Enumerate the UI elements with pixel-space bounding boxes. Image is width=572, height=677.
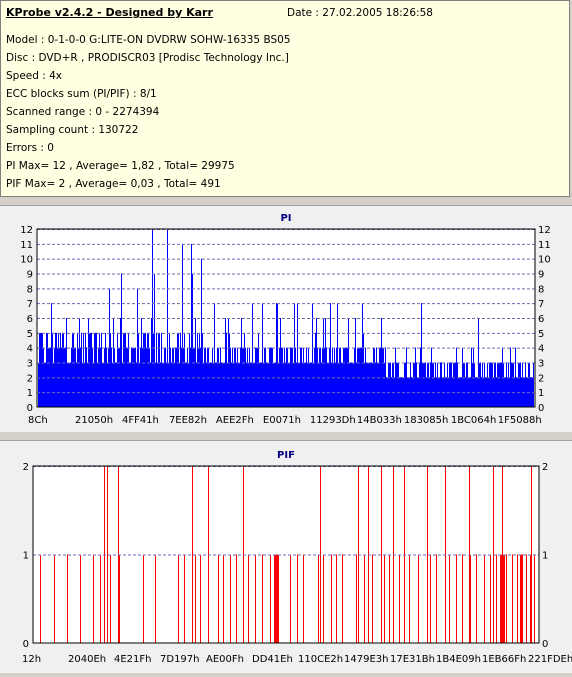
- info-disc: Disc : DVD+R , PRODISCR03 [Prodisc Techn…: [6, 52, 289, 64]
- y-tick-label-left: 12: [20, 225, 33, 236]
- y-tick-label-left: 2: [27, 373, 33, 384]
- x-tick-label: 4FF41h: [122, 415, 159, 426]
- x-tick-label: 21050h: [75, 415, 113, 426]
- x-tick-label: 183085h: [404, 415, 449, 426]
- info-pi-stats: PI Max= 12 , Average= 1,82 , Total= 2997…: [6, 160, 235, 172]
- y-tick-label-left: 5: [27, 329, 33, 340]
- x-tick-label: 17E31Bh: [390, 654, 435, 665]
- info-sampling: Sampling count : 130722: [6, 124, 139, 136]
- y-tick-label-right: 9: [538, 270, 544, 281]
- y-tick-label-left: 8: [27, 284, 33, 295]
- x-tick-label: 110CE2h: [298, 654, 343, 665]
- y-tick-label-right: 3: [538, 359, 544, 370]
- app-title: KProbe v2.4.2 - Designed by Karr: [6, 6, 213, 19]
- y-tick-label-left: 0: [23, 639, 29, 650]
- x-tick-label: 1BC064h: [451, 415, 496, 426]
- x-tick-label: 8Ch: [28, 415, 48, 426]
- y-tick-label-right: 0: [542, 639, 548, 650]
- x-tick-label: 1F5088h: [498, 415, 542, 426]
- info-panel: KProbe v2.4.2 - Designed by Karr Date : …: [0, 0, 570, 197]
- chart-title: PIF: [277, 450, 295, 461]
- x-tick-label: AEE2Fh: [216, 415, 254, 426]
- pif-chart-panel: PIF 0 0 1 1 2 2 12h 2040Eh 4E21Fh 7D197h AE00Fh DD41…: [0, 440, 572, 673]
- x-tick-label: 7D197h: [160, 654, 200, 665]
- scan-date: Date : 27.02.2005 18:26:58: [287, 7, 433, 19]
- y-tick-label-right: 2: [542, 462, 548, 473]
- y-tick-label-left: 10: [20, 255, 33, 266]
- y-tick-label-right: 7: [538, 299, 544, 310]
- y-tick-label-left: 2: [23, 462, 29, 473]
- y-tick-label-left: 7: [27, 299, 33, 310]
- chart-title: PI: [280, 213, 291, 224]
- info-ecc: ECC blocks sum (PI/PIF) : 8/1: [6, 88, 157, 100]
- x-tick-label: 2040Eh: [68, 654, 106, 665]
- y-tick-label-left: 4: [27, 344, 33, 355]
- x-tick-label: DD41Eh: [252, 654, 293, 665]
- x-tick-label: E0071h: [263, 415, 301, 426]
- y-tick-label-right: 2: [538, 373, 544, 384]
- plot-border: [32, 465, 540, 644]
- y-tick-label-right: 1: [538, 388, 544, 399]
- y-tick-label-left: 6: [27, 314, 33, 325]
- pi-base-fill: [38, 377, 534, 407]
- info-range: Scanned range : 0 - 2274394: [6, 106, 160, 118]
- x-tick-label: 14B033h: [357, 415, 402, 426]
- y-tick-label-left: 1: [27, 388, 33, 399]
- x-tick-label: 12h: [22, 654, 41, 665]
- y-tick-label-right: 6: [538, 314, 544, 325]
- y-tick-label-right: 11: [538, 240, 551, 251]
- y-tick-label-right: 12: [538, 225, 551, 236]
- info-errors: Errors : 0: [6, 142, 54, 154]
- y-tick-label-right: 8: [538, 284, 544, 295]
- x-tick-label: AE00Fh: [206, 654, 244, 665]
- y-tick-label-left: 3: [27, 359, 33, 370]
- x-tick-label: 221FDEh: [528, 654, 572, 665]
- y-tick-label-right: 5: [538, 329, 544, 340]
- info-model: Model : 0-1-0-0 G:LITE-ON DVDRW SOHW-163…: [6, 34, 291, 46]
- x-tick-label: 4E21Fh: [114, 654, 152, 665]
- plot-border: [36, 228, 536, 408]
- y-tick-label-left: 1: [23, 551, 29, 562]
- y-tick-label-left: 0: [27, 403, 33, 414]
- y-tick-label-right: 10: [538, 255, 551, 266]
- y-tick-label-right: 1: [542, 551, 548, 562]
- info-speed: Speed : 4x: [6, 70, 63, 82]
- y-tick-label-left: 9: [27, 270, 33, 281]
- x-tick-label: 1EB66Fh: [482, 654, 526, 665]
- y-tick-label-left: 11: [20, 240, 33, 251]
- y-tick-label-right: 4: [538, 344, 544, 355]
- x-tick-label: 11293Dh: [310, 415, 356, 426]
- y-tick-label-right: 0: [538, 403, 544, 414]
- x-tick-label: 1479E3h: [344, 654, 388, 665]
- x-tick-label: 1B4E09h: [436, 654, 481, 665]
- x-tick-label: 7EE82h: [169, 415, 207, 426]
- info-pif-stats: PIF Max= 2 , Average= 0,03 , Total= 491: [6, 178, 221, 190]
- pi-chart-panel: PI 0 0 1 1 2 2 3 3 4 4 5 5 6 6 7 7 8 8 9 9 10 10 11 11 12 12 8Ch 210…: [0, 205, 572, 432]
- pif-chart: PIF 0 0 1 1 2 2 12h 2040Eh 4E21Fh 7D197h AE00Fh DD41…: [22, 450, 572, 665]
